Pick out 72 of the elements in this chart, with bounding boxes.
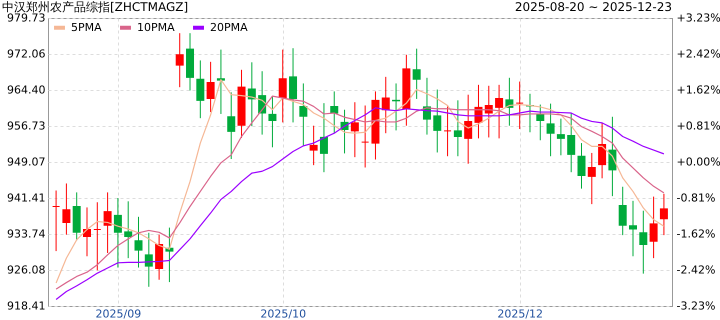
chart-title: 中汉郑州农产品综指[ZHCTMAGZ] [2, 0, 188, 14]
candlestick [155, 234, 164, 280]
candlestick [62, 182, 70, 236]
x-tick-label: 2025/12 [497, 308, 544, 320]
chart-subtitle: 2025-08-20 ~ 2025-12-23 [514, 0, 672, 14]
candlestick [598, 122, 606, 179]
candlestick [495, 84, 504, 139]
candlestick [361, 105, 370, 168]
candlestick [320, 102, 328, 173]
legend-label: 10PMA [137, 20, 176, 34]
candlestick [588, 152, 596, 205]
candlestick [268, 96, 276, 148]
candlestick [248, 62, 256, 127]
y2-tick-label: +0.81% [676, 119, 720, 132]
candlestick [608, 116, 616, 197]
y2-tick-label: +1.62% [676, 83, 720, 96]
candlestick [52, 190, 60, 252]
y2-tick-label: -1.62% [676, 228, 716, 241]
candlestick [650, 196, 658, 259]
legend-label: 20PMA [210, 20, 248, 34]
candlestick [114, 198, 122, 268]
y-tick-label: 949.07 [7, 156, 46, 168]
candlestick [134, 216, 143, 268]
candlestick [104, 192, 112, 254]
y-tick-label: 926.08 [7, 263, 46, 276]
y-tick-label: 918.41 [7, 300, 46, 312]
y2-tick-label: -2.42% [676, 263, 716, 276]
y2-tick-label: +2.42% [676, 48, 720, 61]
candlestick [330, 90, 338, 134]
candlestick [577, 142, 586, 190]
candlestick [124, 200, 132, 259]
candlestick [216, 49, 225, 114]
candlestick [350, 102, 359, 158]
y2-tick-label: +0.00% [676, 156, 720, 168]
candlestick [289, 48, 298, 123]
candlestick [660, 193, 668, 236]
candlestick [196, 60, 204, 119]
candlestick [412, 48, 421, 100]
y2-tick-label: -0.81% [676, 192, 716, 205]
candlestick [227, 92, 236, 160]
candlestick [567, 112, 576, 173]
y-tick-label: 941.41 [7, 191, 46, 204]
candlestick [629, 200, 638, 257]
candlestick [516, 81, 524, 130]
candlestick [176, 32, 184, 88]
candlestick [618, 186, 627, 236]
candlestick [556, 118, 565, 156]
y-tick-label: 972.06 [7, 48, 46, 61]
candlestick [392, 82, 400, 131]
x-tick-label: 2025/10 [260, 308, 306, 320]
candlestick [82, 206, 91, 257]
legend-label: 5PMA [71, 20, 102, 34]
candlestick [310, 125, 318, 166]
candlestick [454, 100, 462, 157]
candlestick [639, 210, 648, 274]
y2-tick-label: -3.23% [676, 300, 716, 312]
candlestick [278, 49, 287, 123]
y-tick-label: 979.73 [7, 12, 46, 24]
candlestick [93, 202, 102, 271]
y2-tick-label: +3.23% [676, 12, 720, 24]
candlestick [444, 106, 452, 157]
candlestick [206, 61, 215, 113]
candlestick [433, 89, 442, 153]
candlestick [382, 76, 390, 134]
candlestick [536, 104, 544, 141]
y-tick-label: 933.74 [7, 228, 46, 240]
candlestick [546, 103, 555, 157]
x-tick-label: 2025/09 [96, 308, 142, 320]
y-tick-label: 956.73 [7, 120, 46, 133]
candlestick [299, 82, 308, 146]
candlestick [464, 94, 472, 164]
y-tick-label: 964.40 [7, 84, 46, 96]
